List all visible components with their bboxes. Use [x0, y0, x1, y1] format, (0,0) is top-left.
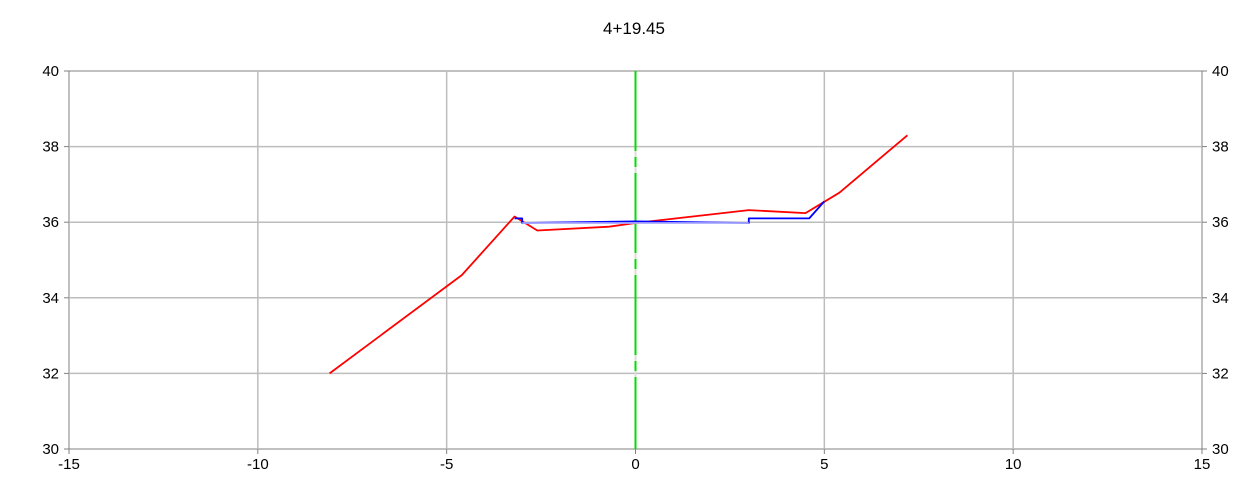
- x-tick-label: -15: [58, 456, 80, 473]
- y-tick-label-left: 34: [42, 290, 59, 307]
- x-tick-label: -5: [440, 456, 453, 473]
- x-tick-label: -10: [247, 456, 269, 473]
- y-axis-right-ticks: 30 32 34 36 38 40: [1212, 63, 1229, 458]
- y-axis-left-ticks: 30 32 34 36 38 40: [42, 63, 59, 458]
- y-tick-label-right: 30: [1212, 441, 1229, 458]
- y-tick-label-left: 36: [42, 214, 59, 231]
- y-tick-label-right: 32: [1212, 365, 1229, 382]
- y-tick-label-right: 38: [1212, 139, 1229, 156]
- chart-title: 4+19.45: [603, 19, 665, 38]
- y-tick-label-left: 30: [42, 441, 59, 458]
- x-tick-label: 0: [631, 456, 639, 473]
- y-tick-label-left: 38: [42, 139, 59, 156]
- y-tick-label-right: 40: [1212, 63, 1229, 80]
- x-tick-label: 5: [820, 456, 828, 473]
- y-tick-label-right: 34: [1212, 290, 1229, 307]
- x-tick-label: 10: [1005, 456, 1022, 473]
- y-tick-label-left: 32: [42, 365, 59, 382]
- y-tick-label-right: 36: [1212, 214, 1229, 231]
- x-tick-label: 15: [1194, 456, 1211, 473]
- x-axis-ticks: -15 -10 -5 0 5 10 15: [58, 456, 1210, 473]
- y-tick-label-left: 40: [42, 63, 59, 80]
- series-group: [329, 134, 908, 375]
